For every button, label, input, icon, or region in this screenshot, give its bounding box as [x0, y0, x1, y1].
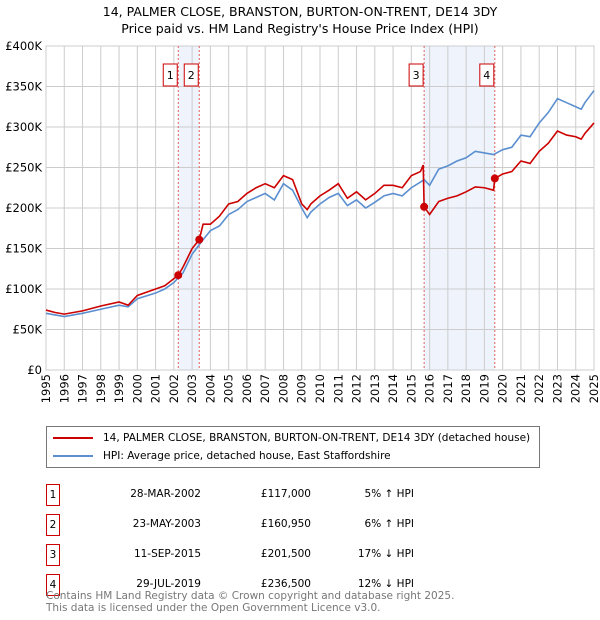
- sale-hpi-diff: 17% ↓ HPI: [357, 548, 414, 560]
- sale-date: 28-MAR-2002: [130, 488, 201, 500]
- y-tick-label: £200K: [5, 201, 42, 215]
- x-tick-label: 2011: [331, 374, 345, 403]
- y-tick-label: £350K: [5, 80, 42, 94]
- x-tick-label: 2007: [258, 374, 272, 403]
- x-tick-label: 2003: [185, 374, 199, 403]
- y-tick-label: £0: [27, 363, 42, 377]
- sale-number: 1: [46, 484, 60, 506]
- sale-point: [174, 271, 183, 280]
- x-tick-label: 1996: [57, 374, 71, 403]
- sale-hpi-diff: 12% ↓ HPI: [357, 578, 414, 590]
- x-tick-label: 2022: [532, 374, 546, 403]
- legend: 14, PALMER CLOSE, BRANSTON, BURTON-ON-TR…: [46, 426, 540, 468]
- sale-point: [490, 174, 499, 183]
- sale-label: 1: [167, 69, 174, 82]
- sale-price: £117,000: [260, 488, 311, 500]
- sale-hpi-diff: 5% ↑ HPI: [364, 488, 414, 500]
- sale-label: 2: [188, 69, 195, 82]
- x-tick-label: 2019: [477, 374, 491, 403]
- x-tick-label: 2002: [167, 374, 181, 403]
- sale-date: 29-JUL-2019: [136, 578, 201, 590]
- y-tick-label: £300K: [5, 120, 42, 134]
- y-tick-label: £250K: [5, 161, 42, 175]
- x-tick-label: 2004: [203, 374, 217, 403]
- x-tick-label: 2025: [587, 374, 600, 403]
- legend-swatch-hpi: [53, 455, 93, 457]
- sale-row: 2 23-MAY-2003 £160,950 6% ↑ HPI: [46, 514, 446, 536]
- sale-row: 1 28-MAR-2002 £117,000 5% ↑ HPI: [46, 484, 446, 506]
- sale-number: 2: [46, 514, 60, 536]
- sale-label: 3: [413, 69, 420, 82]
- sale-hpi-diff: 6% ↑ HPI: [364, 518, 414, 530]
- sale-label-box: [183, 63, 199, 87]
- y-tick-label: £400K: [5, 39, 42, 53]
- sale-price: £160,950: [260, 518, 311, 530]
- sale-point: [195, 235, 204, 244]
- x-tick-label: 2005: [222, 374, 236, 403]
- x-tick-label: 2010: [313, 374, 327, 403]
- sale-number: 4: [46, 574, 60, 596]
- x-tick-label: 2024: [569, 374, 583, 403]
- sale-number: 3: [46, 544, 60, 566]
- y-tick-label: £100K: [5, 282, 42, 296]
- x-tick-label: 2001: [149, 374, 163, 403]
- x-tick-label: 2020: [496, 374, 510, 403]
- x-tick-label: 2018: [459, 374, 473, 403]
- sale-date: 11-SEP-2015: [133, 548, 201, 560]
- price-chart: £0 £50K £100K £150K £200K £250K £300K £350K £400…: [5, 39, 600, 403]
- sale-point: [420, 202, 429, 211]
- x-tick-label: 1998: [94, 374, 108, 403]
- sale-date: 23-MAY-2003: [132, 518, 201, 530]
- sale-label-box: [479, 63, 495, 87]
- x-tick-label: 1999: [112, 374, 126, 403]
- sale-label: 4: [483, 69, 490, 82]
- sale-price: £201,500: [260, 548, 311, 560]
- hpi-line: [45, 90, 595, 318]
- x-tick-label: 1995: [39, 374, 53, 403]
- x-tick-label: 2014: [386, 374, 400, 403]
- x-tick-label: 2013: [368, 374, 382, 403]
- legend-label-property: 14, PALMER CLOSE, BRANSTON, BURTON-ON-TR…: [103, 432, 531, 444]
- chart-subtitle: Price paid vs. HM Land Registry's House …: [121, 21, 479, 36]
- x-tick-label: 2016: [423, 374, 437, 403]
- y-tick-label: £50K: [13, 323, 43, 337]
- x-tick-label: 2006: [240, 374, 254, 403]
- x-tick-label: 2008: [276, 374, 290, 403]
- y-tick-label: £150K: [5, 242, 42, 256]
- x-tick-label: 2009: [295, 374, 309, 403]
- sale-price: £236,500: [260, 578, 311, 590]
- chart-title: 14, PALMER CLOSE, BRANSTON, BURTON-ON-TR…: [102, 4, 498, 19]
- x-tick-label: 2015: [404, 374, 418, 403]
- legend-swatch-property: [53, 437, 93, 439]
- sale-label-box: [162, 63, 178, 87]
- x-tick-label: 2023: [550, 374, 564, 403]
- legend-label-hpi: HPI: Average price, detached house, East…: [103, 450, 391, 462]
- x-tick-label: 2017: [441, 374, 455, 403]
- x-tick-label: 2000: [130, 374, 144, 403]
- x-tick-label: 2021: [514, 374, 528, 403]
- footer-licence: This data is licensed under the Open Gov…: [46, 602, 381, 614]
- sale-row: 3 11-SEP-2015 £201,500 17% ↓ HPI: [46, 544, 446, 566]
- sale-label-box: [408, 63, 424, 87]
- x-tick-label: 2012: [350, 374, 364, 403]
- x-tick-label: 1997: [76, 374, 90, 403]
- plot-frame: [45, 45, 595, 371]
- footer-copyright: Contains HM Land Registry data © Crown c…: [46, 590, 455, 602]
- sale-row: 4 29-JUL-2019 £236,500 12% ↓ HPI: [46, 574, 446, 596]
